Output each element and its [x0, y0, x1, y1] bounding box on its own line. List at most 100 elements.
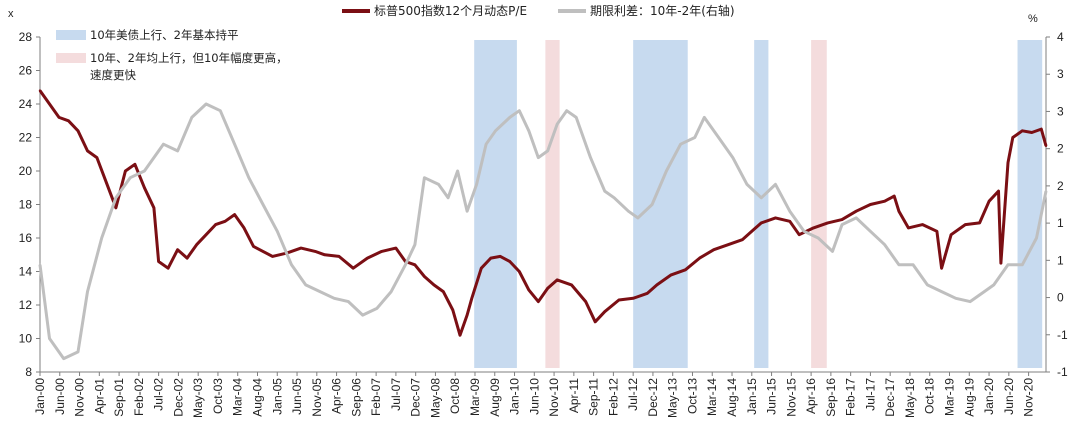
pe-data-point	[380, 250, 383, 253]
x-tick-label: Jul-12	[626, 378, 640, 411]
x-tick-label: Oct-18	[923, 378, 937, 414]
pe-data-point	[869, 203, 872, 206]
pe-data-point	[499, 255, 502, 258]
spread-data-point	[788, 210, 791, 213]
pe-data-point	[413, 263, 417, 266]
pe-data-point	[337, 255, 341, 258]
right-tick-label: 1	[1057, 216, 1064, 230]
spread-data-point	[537, 156, 540, 159]
pe-data-point	[617, 298, 621, 302]
x-tick-label: Aug-04	[250, 378, 264, 417]
legend-pink-band-label-line2: 速度更快	[90, 68, 136, 82]
pe-data-point	[997, 189, 1000, 193]
pe-data-point	[907, 226, 910, 230]
x-tick-label: Mar-19	[943, 378, 957, 416]
left-tick-label: 20	[19, 164, 33, 178]
x-tick-label: Oct-08	[448, 378, 462, 414]
pe-data-point	[76, 129, 80, 132]
spread-data-point	[1006, 263, 1010, 266]
pe-data-point	[1040, 127, 1043, 131]
x-tick-label: Aug-09	[488, 378, 502, 417]
pe-data-point	[840, 218, 844, 221]
series-lines	[38, 89, 1048, 361]
pe-data-point	[750, 230, 753, 233]
x-tick-label: Feb-07	[369, 378, 383, 416]
spread-data-point	[423, 176, 426, 179]
spread-data-point	[290, 263, 293, 266]
right-unit-label: %	[1028, 13, 1038, 25]
pe-data-point	[489, 256, 493, 260]
pe-data-point	[826, 221, 829, 225]
spread-data-point	[114, 196, 118, 199]
x-tick-label: Jan-20	[982, 378, 996, 415]
pe-data-point	[921, 223, 924, 226]
spread-data-point	[589, 156, 592, 159]
spread-data-point	[854, 216, 858, 220]
spread-data-point	[603, 189, 606, 193]
legend-blue-band-label: 10年美债上行、2年基本持平	[90, 28, 238, 42]
pe-data-point	[57, 116, 61, 119]
spread-data-point	[840, 223, 844, 226]
pe-data-point	[105, 181, 108, 184]
right-tick-label: 2	[1057, 179, 1064, 193]
spread-data-point	[575, 116, 578, 119]
left-tick-label: 22	[19, 131, 33, 145]
spread-data-point	[475, 183, 478, 186]
spread-data-point	[665, 169, 668, 173]
x-tick-label: Jan-05	[270, 378, 284, 415]
pe-data-point	[897, 210, 901, 213]
pe-data-point	[712, 248, 716, 251]
x-tick-label: May-18	[903, 378, 917, 418]
spread-data-point	[361, 313, 364, 317]
pe-data-point	[760, 221, 763, 225]
pe-data-point	[537, 300, 540, 303]
legend-pink-band-label-line1: 10年、2年均上行，但10年幅度更高，	[90, 51, 288, 65]
spread-data-point	[774, 183, 777, 186]
spread-data-point	[897, 263, 901, 266]
left-tick-label: 18	[19, 198, 33, 212]
right-tick-label: -1	[1057, 328, 1068, 342]
pe-data-point	[698, 256, 701, 260]
spread-data-point	[1044, 189, 1048, 193]
spread-data-point	[650, 203, 654, 206]
spread-data-point	[128, 176, 132, 179]
x-tick-label: Apr-06	[330, 378, 344, 414]
x-tick-label: Nov-20	[1022, 378, 1036, 417]
pe-data-point	[271, 255, 274, 258]
spread-data-point	[954, 297, 958, 300]
x-tick-label: May-08	[428, 378, 442, 418]
pe-data-point	[451, 308, 455, 312]
right-tick-label: 1	[1057, 253, 1064, 267]
spread-data-point	[731, 156, 735, 159]
spread-data-point	[679, 143, 682, 146]
pe-data-point	[1006, 161, 1010, 164]
left-tick-label: 24	[19, 97, 33, 111]
pe-data-point	[48, 102, 51, 106]
pe-data-point	[546, 287, 549, 290]
pe-data-point	[798, 233, 801, 236]
pe-data-point	[570, 283, 573, 287]
spread-data-point	[983, 290, 986, 293]
spread-data-point	[926, 283, 929, 287]
x-tick-label: Dec-07	[409, 378, 423, 417]
x-tick-label: Aug-19	[962, 378, 976, 417]
spread-data-point	[802, 230, 806, 233]
shaded-periods	[474, 40, 1043, 368]
shaded-period-blue-5	[1017, 40, 1043, 368]
x-tick-label: Oct-13	[685, 378, 699, 414]
pe-data-point	[252, 245, 255, 248]
pe-data-point	[1011, 136, 1014, 139]
spread-data-point	[233, 143, 236, 146]
spread-data-point	[304, 283, 307, 287]
x-tick-label: Dec-02	[171, 378, 185, 417]
spread-data-point	[318, 290, 322, 293]
spread-data-point	[276, 230, 279, 233]
pe-data-point	[584, 300, 587, 303]
right-tick-label: 3	[1057, 104, 1064, 118]
pe-data-point	[152, 206, 156, 210]
pe-data-point	[999, 261, 1003, 265]
x-tick-label: Jan-10	[508, 378, 522, 415]
pe-data-point	[242, 226, 246, 230]
x-tick-label: Mar-14	[705, 378, 719, 416]
spread-data-point	[48, 337, 51, 340]
